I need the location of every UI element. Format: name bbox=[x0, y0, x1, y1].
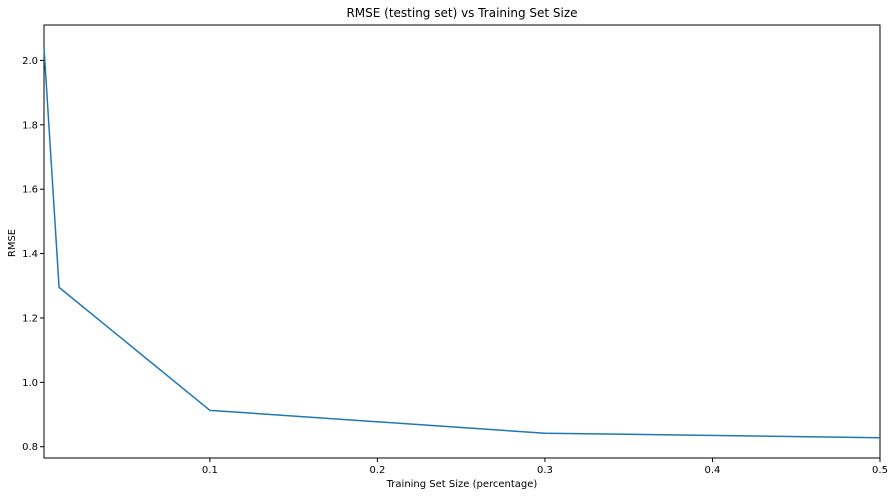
x-axis-ticks: 0.1 0.2 0.3 0.4 0.5 bbox=[202, 458, 888, 476]
chart-title: RMSE (testing set) vs Training Set Size bbox=[346, 6, 577, 20]
x-tick-label: 0.4 bbox=[705, 465, 721, 476]
x-tick-label: 0.1 bbox=[202, 465, 218, 476]
x-tick-label: 0.2 bbox=[369, 465, 385, 476]
x-axis-label: Training Set Size (percentage) bbox=[386, 479, 538, 490]
x-tick-label: 0.3 bbox=[537, 465, 553, 476]
rmse-series-line bbox=[43, 47, 881, 439]
y-axis-label: RMSE bbox=[7, 229, 18, 257]
y-tick-label: 1.4 bbox=[22, 249, 38, 260]
y-tick-label: 1.8 bbox=[22, 120, 38, 131]
y-tick-label: 1.6 bbox=[22, 185, 38, 196]
y-tick-label: 0.8 bbox=[22, 442, 38, 453]
series-layer bbox=[43, 47, 881, 439]
y-axis-ticks: 0.8 1.0 1.2 1.4 1.6 1.8 2.0 bbox=[22, 56, 44, 453]
plot-frame bbox=[43, 24, 881, 459]
y-tick-label: 1.2 bbox=[22, 313, 38, 324]
plot-area bbox=[43, 24, 881, 459]
y-tick-label: 1.0 bbox=[22, 378, 38, 389]
x-tick-label: 0.5 bbox=[872, 465, 888, 476]
y-tick-label: 2.0 bbox=[22, 56, 38, 67]
